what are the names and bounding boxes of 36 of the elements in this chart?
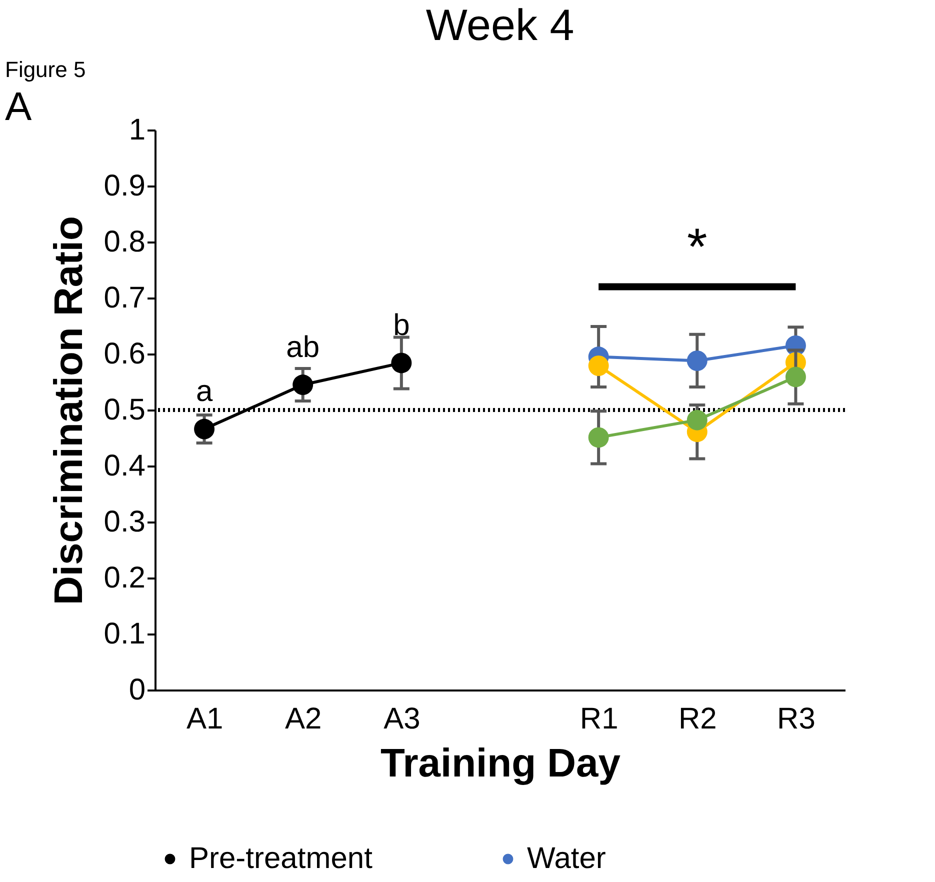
point — [588, 427, 609, 448]
legend-label: Pre-treatment — [189, 842, 374, 875]
y-tick-label: 0 — [128, 674, 146, 706]
y-tick-label: 0.7 — [104, 282, 146, 314]
x-tick-label: R2 — [678, 702, 717, 736]
point — [686, 410, 708, 430]
point — [686, 350, 708, 371]
x-tick-label: A2 — [285, 702, 322, 736]
y-tick-label: 1 — [128, 114, 146, 146]
y-tick-label: 0.8 — [104, 226, 146, 258]
x-axis-title: Training Day — [380, 742, 622, 786]
point — [194, 418, 215, 440]
y-tick-label: 0.2 — [104, 562, 146, 594]
annotation: ab — [286, 330, 320, 364]
point — [292, 374, 314, 396]
chart-title: Week 4 — [426, 1, 574, 50]
y-tick-label: 0.3 — [104, 506, 146, 538]
annotation: * — [687, 218, 708, 277]
x-tick-label: R1 — [580, 702, 618, 736]
text: A — [5, 85, 32, 129]
point — [588, 356, 609, 376]
y-tick-label: 0.6 — [104, 338, 146, 370]
point — [785, 366, 806, 388]
y-tick-label: 0.9 — [104, 170, 146, 202]
point — [391, 352, 412, 374]
annotation: b — [393, 308, 410, 342]
y-tick-label: 0.5 — [104, 394, 146, 426]
caption: Figure 5 — [5, 57, 86, 82]
annotation: a — [196, 375, 213, 408]
x-tick-label: A3 — [384, 702, 420, 736]
y-tick-label: 0.1 — [104, 618, 146, 650]
y-axis-title: Discrimination Ratio — [46, 216, 91, 605]
x-tick-label: R3 — [777, 702, 816, 736]
legend-label: Water — [527, 842, 606, 875]
y-tick-label: 0.4 — [104, 450, 146, 482]
x-tick-label: A1 — [186, 702, 224, 736]
